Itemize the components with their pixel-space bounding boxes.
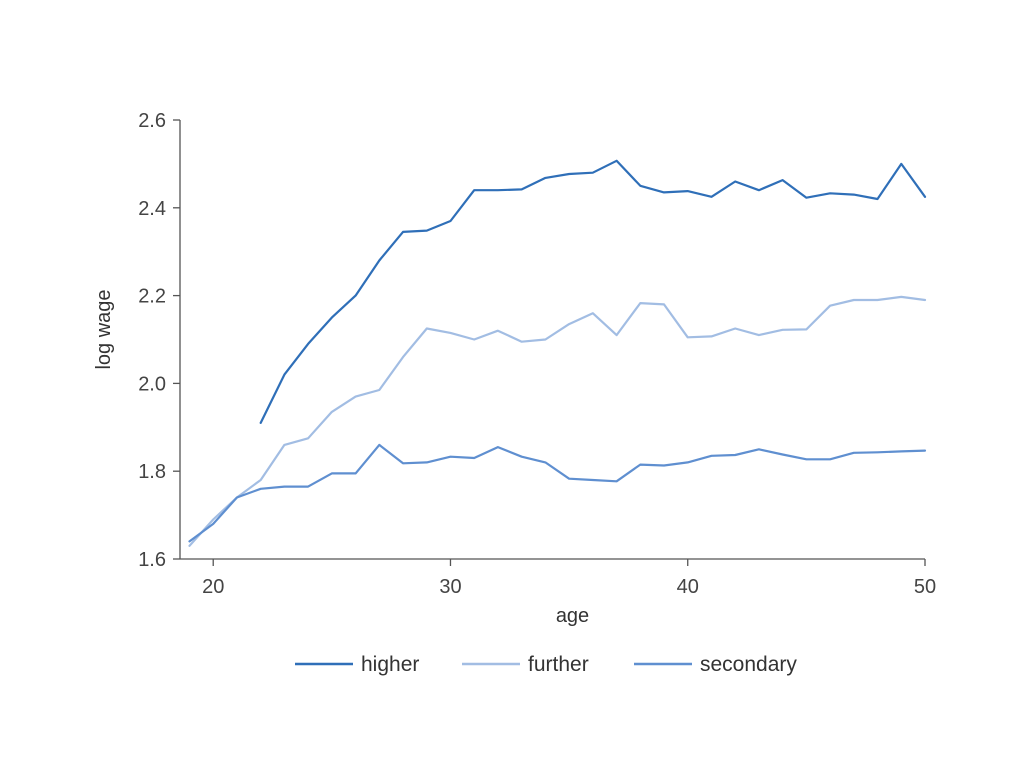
legend-label: secondary: [700, 653, 797, 676]
y-tick-label: 2.6: [138, 110, 166, 132]
legend: higher further secondary: [295, 653, 797, 676]
legend-item-further: further: [462, 653, 589, 676]
x-tick-label: 30: [439, 576, 461, 598]
y-tick-label: 2.2: [138, 286, 166, 308]
legend-item-secondary: secondary: [634, 653, 797, 676]
y-tick-label: 2.0: [138, 373, 166, 395]
series-line-secondary: [188, 443, 927, 543]
series-lines: [188, 159, 927, 547]
y-axis-ticks: 1.6 1.8 2.0 2.2 2.4 2.6: [138, 110, 180, 571]
y-axis-title: log wage: [93, 289, 115, 369]
y-tick-label: 1.8: [138, 461, 166, 483]
x-axis-ticks: 20 30 40 50: [202, 559, 936, 598]
legend-item-higher: higher: [295, 653, 419, 676]
x-tick-label: 40: [677, 576, 699, 598]
y-tick-label: 1.6: [138, 549, 166, 571]
series-line-further: [188, 295, 927, 547]
series-line-higher: [259, 159, 927, 424]
x-tick-label: 50: [914, 576, 936, 598]
y-tick-label: 2.4: [138, 198, 166, 220]
x-tick-label: 20: [202, 576, 224, 598]
legend-label: higher: [361, 653, 419, 676]
x-axis-title: age: [556, 605, 589, 627]
legend-label: further: [528, 653, 589, 676]
